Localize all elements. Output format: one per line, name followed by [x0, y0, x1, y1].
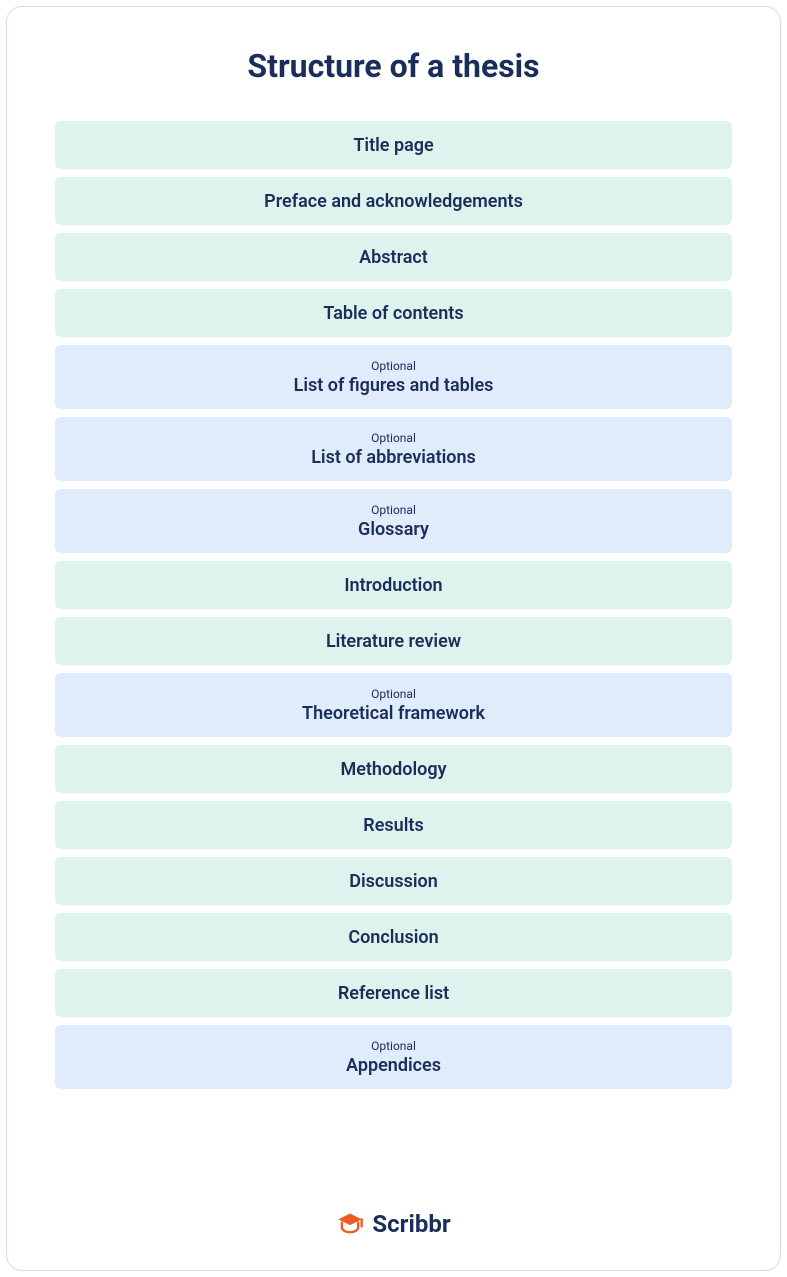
section-label: Preface and acknowledgements — [264, 191, 523, 212]
graduation-cap-icon — [336, 1210, 364, 1238]
section-label: Introduction — [344, 575, 442, 596]
section-label: Results — [363, 815, 423, 836]
section-item: Title page — [55, 121, 732, 169]
optional-tag: Optional — [371, 687, 416, 701]
section-label: Table of contents — [323, 303, 463, 324]
section-item: Results — [55, 801, 732, 849]
section-item: Optional List of figures and tables — [55, 345, 732, 409]
section-item: Reference list — [55, 969, 732, 1017]
section-label: Conclusion — [348, 927, 438, 948]
section-label: Appendices — [346, 1055, 441, 1076]
section-item: Table of contents — [55, 289, 732, 337]
section-label: Literature review — [326, 631, 461, 652]
section-label: Discussion — [349, 871, 438, 892]
section-item: Optional List of abbreviations — [55, 417, 732, 481]
section-label: Glossary — [358, 519, 429, 540]
section-item: Literature review — [55, 617, 732, 665]
infographic-card: Structure of a thesis Title page Preface … — [6, 6, 781, 1271]
section-item: Methodology — [55, 745, 732, 793]
section-label: Methodology — [340, 759, 446, 780]
section-item: Preface and acknowledgements — [55, 177, 732, 225]
brand-footer: Scribbr — [55, 1210, 732, 1238]
section-item: Introduction — [55, 561, 732, 609]
section-item: Optional Appendices — [55, 1025, 732, 1089]
section-item: Optional Theoretical framework — [55, 673, 732, 737]
section-item: Discussion — [55, 857, 732, 905]
optional-tag: Optional — [371, 431, 416, 445]
optional-tag: Optional — [371, 359, 416, 373]
section-label: List of abbreviations — [311, 447, 476, 468]
section-label: Theoretical framework — [302, 703, 485, 724]
page-title: Structure of a thesis — [55, 47, 732, 85]
section-label: Abstract — [359, 247, 428, 268]
sections-list: Title page Preface and acknowledgements Ab… — [55, 121, 732, 1182]
brand-name: Scribbr — [372, 1210, 450, 1238]
optional-tag: Optional — [371, 1039, 416, 1053]
section-item: Optional Glossary — [55, 489, 732, 553]
section-label: Title page — [353, 135, 433, 156]
section-label: Reference list — [338, 983, 449, 1004]
section-item: Abstract — [55, 233, 732, 281]
optional-tag: Optional — [371, 503, 416, 517]
section-label: List of figures and tables — [294, 375, 494, 396]
section-item: Conclusion — [55, 913, 732, 961]
